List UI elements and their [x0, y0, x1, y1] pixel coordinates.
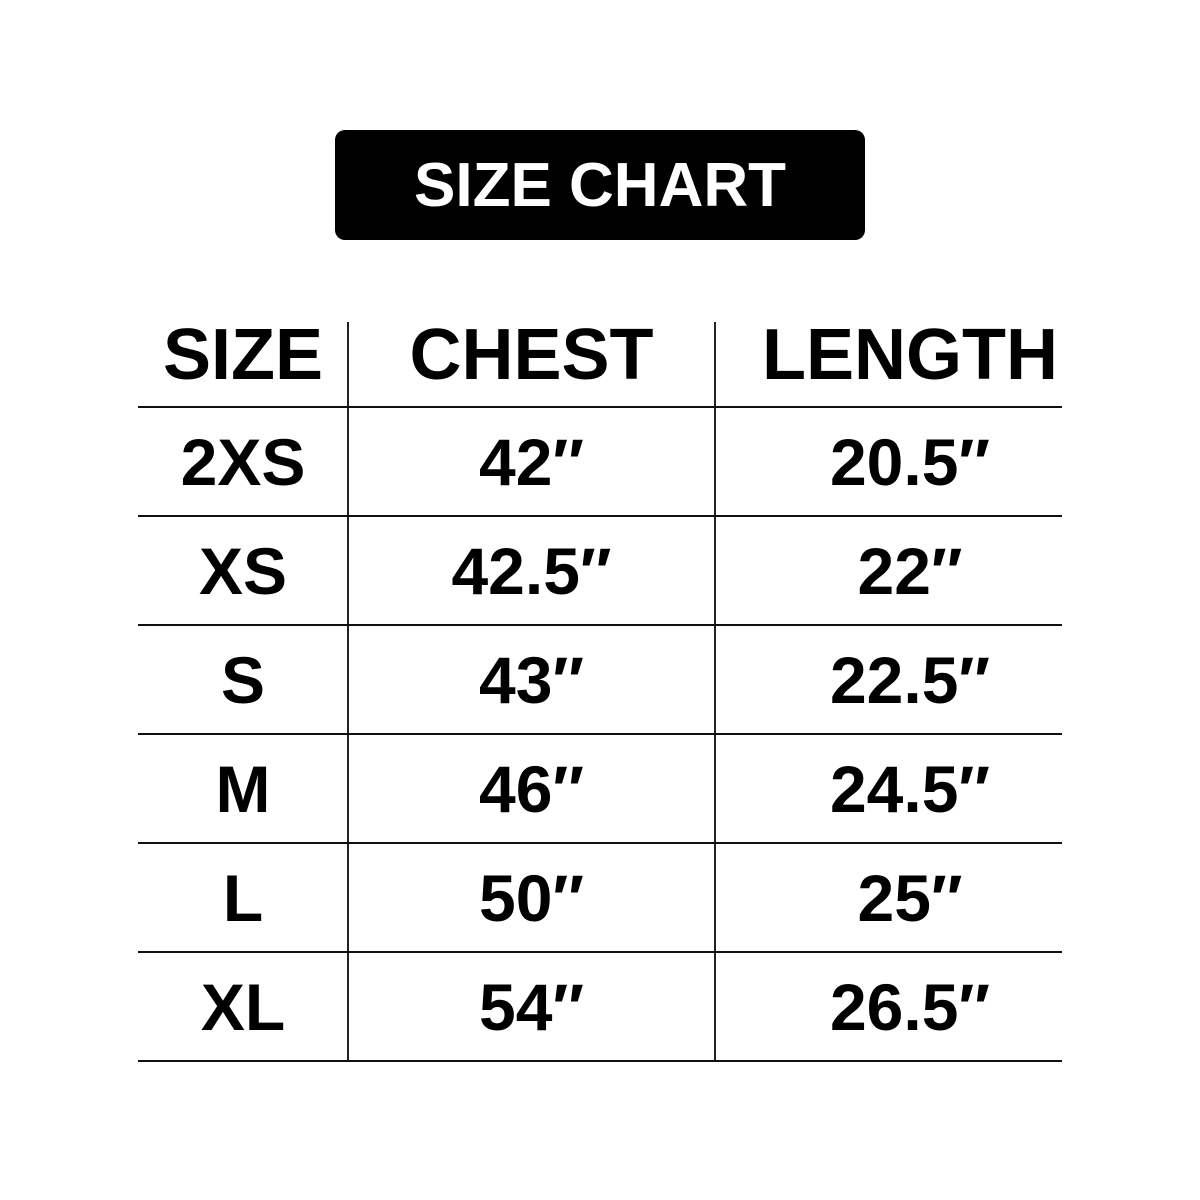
row-divider [138, 1060, 1062, 1062]
chest-cell: 43″ [478, 642, 585, 717]
length-cell: 22″ [857, 533, 963, 608]
row-divider [138, 842, 1062, 844]
chest-cell: 46″ [478, 751, 585, 826]
size-cell: 2XS [180, 424, 306, 499]
size-cell: M [215, 751, 271, 826]
size-cell: XS [198, 533, 288, 608]
header-size: SIZE [162, 314, 324, 395]
chest-cell: 50″ [478, 860, 585, 935]
length-cell: 24.5″ [829, 751, 991, 826]
row-divider [138, 733, 1062, 735]
size-cell: L [222, 860, 264, 935]
header-length: LENGTH [762, 314, 1058, 395]
chest-cell: 42.5″ [451, 533, 612, 608]
chest-cell: 42″ [478, 424, 585, 499]
size-cell: S [220, 642, 266, 717]
chest-cell: 54″ [478, 969, 585, 1044]
column-divider [714, 322, 716, 1062]
length-cell: 20.5″ [829, 424, 991, 499]
page-title: SIZE CHART [414, 150, 786, 220]
row-divider [138, 515, 1062, 517]
length-cell: 22.5″ [829, 642, 991, 717]
title-banner: SIZE CHART [335, 130, 865, 240]
row-divider [138, 624, 1062, 626]
size-cell: XL [200, 969, 286, 1044]
column-divider [347, 322, 349, 1062]
length-cell: 26.5″ [829, 969, 991, 1044]
header-chest: CHEST [409, 314, 654, 395]
row-divider [138, 951, 1062, 953]
row-divider [138, 406, 1062, 408]
length-cell: 25″ [857, 860, 963, 935]
